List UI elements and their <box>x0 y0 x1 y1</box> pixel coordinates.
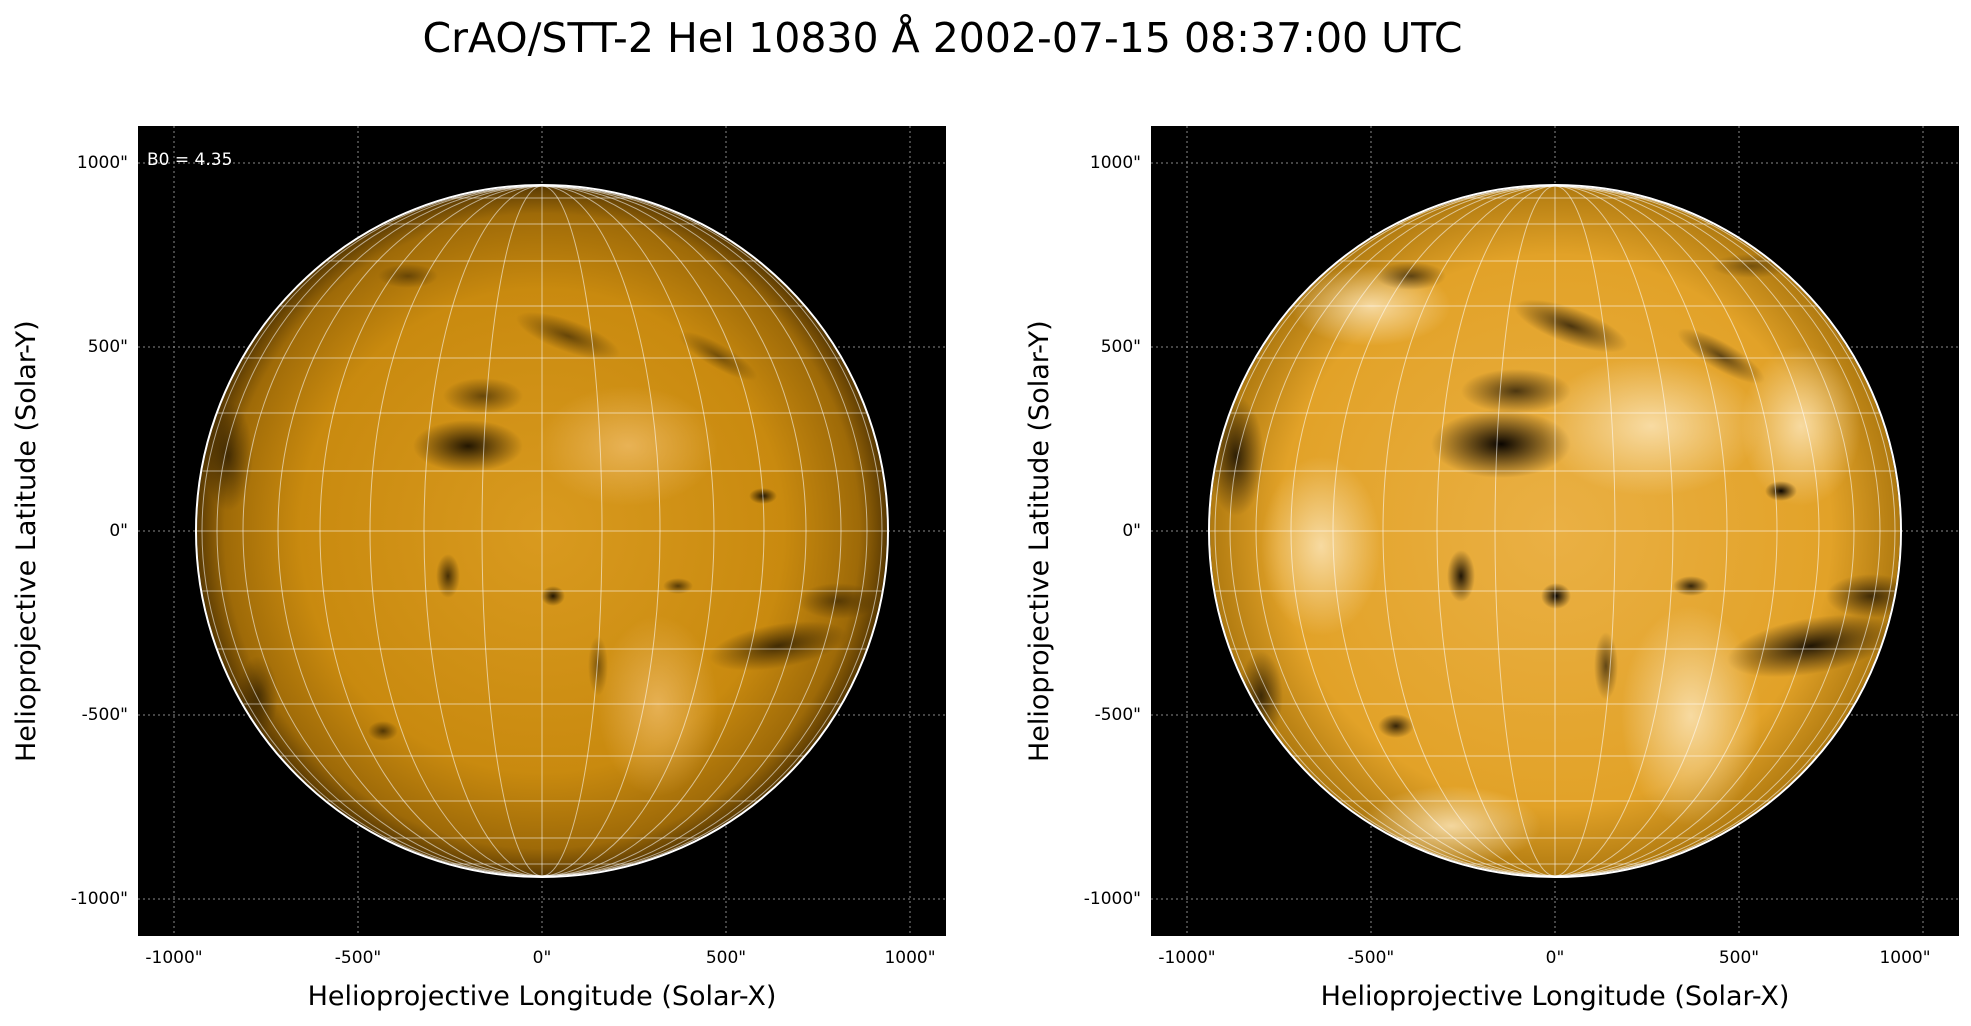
right-solar-image-panel <box>1151 126 1959 936</box>
right-ytick-minus500: -500" <box>1094 705 1141 725</box>
limb-outline <box>1208 184 1902 878</box>
right-xtick-500: 500" <box>1718 948 1760 968</box>
left-ytick-500: 500" <box>87 337 128 357</box>
right-solar-disk-image <box>1151 126 1959 936</box>
right-xtick-minus1000: -1000" <box>1158 948 1216 968</box>
right-ytick-1000: 1000" <box>1089 153 1141 173</box>
b0-annotation: B0 = 4.35 <box>147 150 233 170</box>
right-ytick-minus1000: -1000" <box>1083 889 1141 909</box>
left-xtick-0: 0" <box>532 948 552 968</box>
left-ytick-minus1000: -1000" <box>70 889 128 909</box>
right-y-axis-label: Helioprojective Latitude (Solar-Y) <box>1024 320 1055 762</box>
left-xtick-1000: 1000" <box>884 948 936 968</box>
left-x-axis-label: Helioprojective Longitude (Solar-X) <box>307 981 777 1012</box>
left-ytick-0: 0" <box>109 521 128 541</box>
heliographic-grid <box>197 186 887 876</box>
right-ytick-0: 0" <box>1122 521 1141 541</box>
right-xtick-1000: 1000" <box>1879 948 1931 968</box>
left-ytick-minus500: -500" <box>81 705 128 725</box>
limb-outline <box>195 184 889 878</box>
right-xtick-minus500: -500" <box>1347 948 1395 968</box>
left-ytick-1000: 1000" <box>76 153 128 173</box>
left-xtick-minus1000: -1000" <box>145 948 203 968</box>
left-solar-image-panel: B0 = 4.35 <box>138 126 946 936</box>
figure-title: CrAO/STT-2 HeI 10830 Å 2002-07-15 08:37:… <box>422 14 1463 62</box>
left-xtick-minus500: -500" <box>334 948 382 968</box>
right-xtick-0: 0" <box>1545 948 1565 968</box>
left-solar-disk-image <box>138 126 946 936</box>
right-ytick-500: 500" <box>1100 337 1141 357</box>
left-xtick-500: 500" <box>705 948 747 968</box>
left-y-axis-label: Helioprojective Latitude (Solar-Y) <box>11 320 42 762</box>
right-x-axis-label: Helioprojective Longitude (Solar-X) <box>1320 981 1790 1012</box>
